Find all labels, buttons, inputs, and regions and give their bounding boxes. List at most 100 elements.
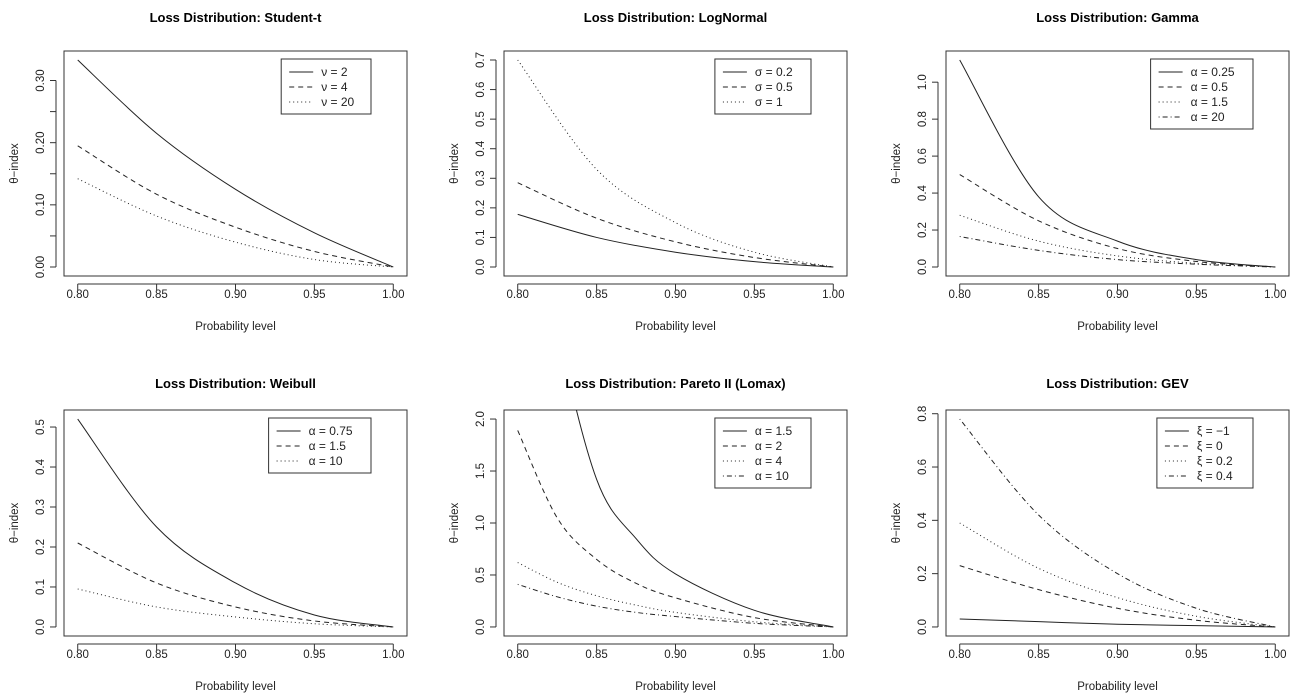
y-tick-label: 1.0 — [475, 515, 487, 531]
y-tick-label: 0.30 — [35, 69, 47, 91]
y-axis-label: θ−index — [449, 502, 461, 543]
legend-label: ξ = 0.4 — [1197, 469, 1233, 483]
y-tick-label: 0.5 — [475, 567, 487, 583]
x-tick-label: 0.85 — [585, 289, 607, 301]
series-line-1 — [959, 565, 1276, 628]
y-tick-label: 0.7 — [475, 52, 487, 68]
x-tick-label: 0.85 — [145, 289, 167, 301]
series-line-3 — [959, 236, 1276, 268]
series-line-1 — [77, 542, 394, 628]
series-line-2 — [77, 178, 394, 268]
plot-frame — [503, 409, 848, 637]
plot-frame — [63, 50, 408, 277]
x-axis-label: Probability level — [1077, 681, 1158, 693]
x-axis-label: Probability level — [635, 321, 716, 333]
legend: ξ = −1ξ = 0ξ = 0.2ξ = 0.4 — [1156, 417, 1254, 489]
legend: σ = 0.2σ = 0.5σ = 1 — [714, 58, 812, 115]
chart-panel: Loss Distribution: Weibull 0.80 0.85 0.90 0.… — [9, 376, 408, 693]
x-tick-label: 0.80 — [949, 649, 971, 661]
y-tick-label: 2.0 — [475, 411, 487, 427]
x-tick-label: 0.80 — [67, 289, 89, 301]
x-tick-label: 0.95 — [1185, 649, 1207, 661]
x-axis-label: Probability level — [1077, 321, 1158, 333]
series-line-0 — [959, 59, 1276, 268]
x-tick-label: 0.95 — [303, 289, 325, 301]
x-tick-label: 0.85 — [1027, 649, 1049, 661]
legend: α = 1.5α = 2α = 4α = 10 — [714, 417, 812, 489]
series-line-3 — [517, 583, 834, 628]
y-tick-label: 0.0 — [917, 259, 929, 275]
y-tick-label: 0.3 — [475, 170, 487, 186]
x-tick-label: 0.90 — [1106, 289, 1128, 301]
y-axis-label: θ−index — [891, 143, 903, 184]
x-tick-label: 0.80 — [949, 289, 971, 301]
chart-panel: Loss Distribution: Pareto II (Lomax) 0.80… — [449, 376, 848, 693]
legend-label: α = 4 — [755, 454, 783, 468]
chart-title: Loss Distribution: GEV — [1046, 376, 1189, 391]
x-tick-label: 1.00 — [1264, 649, 1286, 661]
series-line-2 — [77, 588, 394, 628]
x-tick-label: 0.95 — [303, 649, 325, 661]
chart-panel: Loss Distribution: LogNormal 0.80 0.85 0.90… — [449, 10, 848, 333]
legend-label: ξ = 0.2 — [1197, 454, 1233, 468]
y-tick-label: 0.0 — [917, 619, 929, 635]
y-tick-label: 0.4 — [35, 458, 47, 475]
series-line-1 — [959, 174, 1276, 268]
x-tick-label: 0.85 — [145, 649, 167, 661]
x-tick-label: 0.85 — [1027, 289, 1049, 301]
y-tick-label: 0.00 — [35, 256, 47, 278]
y-tick-label: 0.0 — [475, 619, 487, 635]
x-tick-label: 0.95 — [743, 289, 765, 301]
y-tick-label: 1.5 — [475, 463, 487, 479]
legend-label: ξ = −1 — [1197, 424, 1230, 438]
series-line-0 — [517, 213, 834, 268]
y-tick-label: 0.0 — [35, 619, 47, 635]
legend-label: ξ = 0 — [1197, 439, 1223, 453]
y-tick-label: 0.1 — [35, 579, 47, 595]
series-line-0 — [575, 410, 834, 628]
legend-label: α = 1.5 — [1191, 95, 1229, 109]
y-tick-label: 0.2 — [917, 566, 929, 582]
y-tick-label: 0.2 — [35, 539, 47, 555]
legend-label: α = 0.5 — [1191, 80, 1229, 94]
legend-label: ν = 20 — [321, 95, 354, 109]
legend-label: α = 1.5 — [309, 439, 347, 453]
y-tick-label: 0.4 — [475, 140, 487, 157]
y-tick-label: 0.1 — [475, 229, 487, 245]
series-line-1 — [517, 430, 834, 628]
legend-label: α = 1.5 — [755, 424, 793, 438]
series-line-0 — [959, 618, 1276, 628]
plot-frame — [945, 409, 1290, 637]
x-tick-label: 1.00 — [1264, 289, 1286, 301]
x-tick-label: 0.90 — [1106, 649, 1128, 661]
legend: α = 0.75α = 1.5α = 10 — [268, 417, 372, 474]
y-tick-label: 0.6 — [475, 82, 487, 98]
chart-title: Loss Distribution: LogNormal — [584, 10, 767, 25]
x-axis-label: Probability level — [635, 681, 716, 693]
x-tick-label: 0.80 — [507, 649, 529, 661]
x-tick-label: 1.00 — [822, 649, 844, 661]
series-line-2 — [959, 522, 1276, 628]
legend-label: σ = 0.2 — [755, 65, 793, 79]
legend: ν = 2ν = 4ν = 20 — [280, 58, 372, 115]
legend-label: α = 10 — [309, 454, 343, 468]
y-tick-label: 0.5 — [35, 419, 47, 435]
x-tick-label: 0.90 — [664, 649, 686, 661]
series-line-0 — [77, 418, 394, 628]
chart-panel: Loss Distribution: Gamma 0.80 0.85 0.90 0.95… — [891, 10, 1290, 333]
chart-panel: Loss Distribution: GEV 0.80 0.85 0.90 0.95 1.… — [891, 376, 1290, 693]
x-tick-label: 0.80 — [67, 649, 89, 661]
x-tick-label: 0.80 — [507, 289, 529, 301]
x-tick-label: 1.00 — [822, 289, 844, 301]
chart-title: Loss Distribution: Gamma — [1036, 10, 1199, 25]
y-axis-label: θ−index — [891, 502, 903, 543]
series-line-2 — [517, 562, 834, 628]
x-axis-label: Probability level — [195, 681, 276, 693]
chart-panel: Loss Distribution: Student-t 0.80 0.85 0.90… — [9, 10, 408, 333]
x-tick-label: 1.00 — [382, 289, 404, 301]
x-axis-label: Probability level — [195, 321, 276, 333]
legend-label: σ = 1 — [755, 95, 783, 109]
legend-label: ν = 2 — [321, 65, 348, 79]
legend-label: α = 2 — [755, 439, 783, 453]
